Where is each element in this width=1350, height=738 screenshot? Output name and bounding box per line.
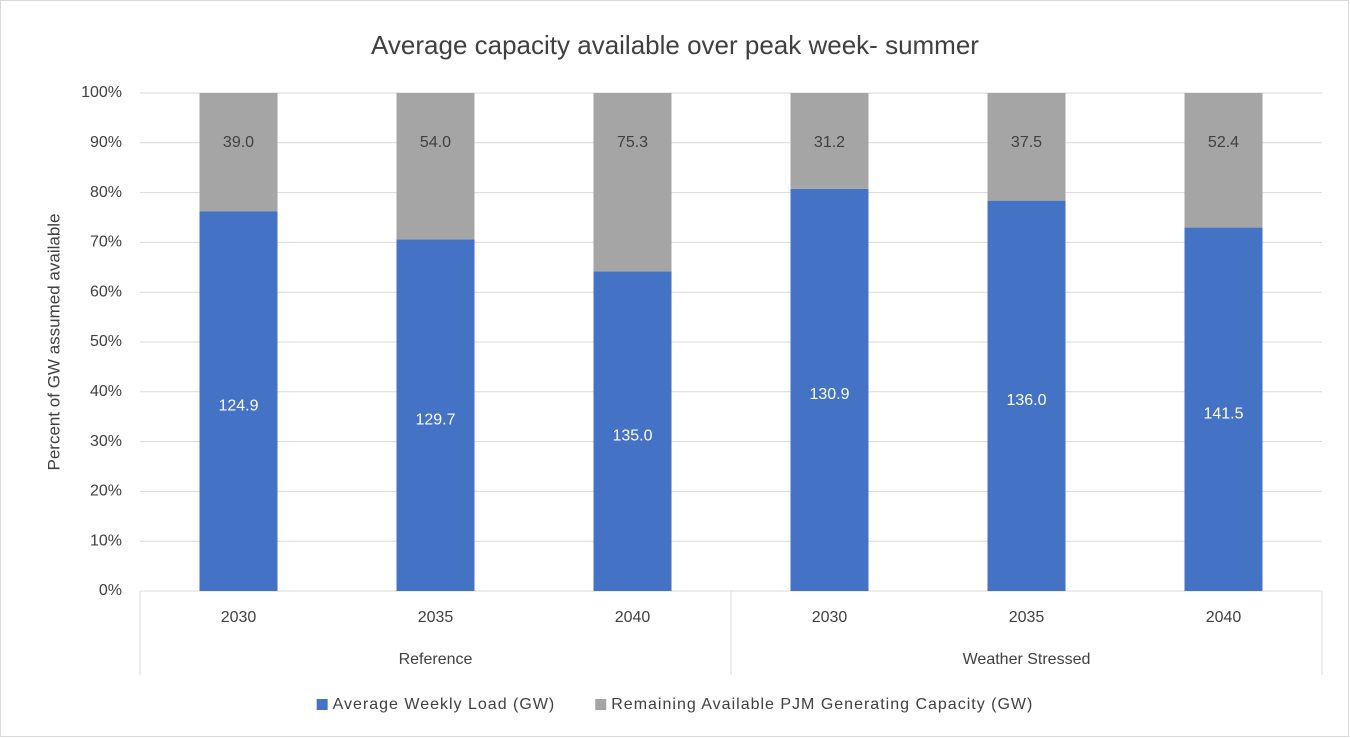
y-tick-label: 70% [90, 234, 122, 251]
y-tick-label: 100% [81, 84, 122, 101]
data-label: 31.2 [814, 134, 845, 151]
data-label: 124.9 [218, 397, 258, 414]
x-tick-label: 2030 [812, 609, 848, 626]
group-label: Weather Stressed [963, 651, 1091, 668]
data-label: 130.9 [809, 386, 849, 403]
y-tick-label: 90% [90, 134, 122, 151]
data-label: 39.0 [223, 134, 254, 151]
x-tick-label: 2035 [1009, 609, 1045, 626]
data-label: 141.5 [1203, 406, 1243, 423]
data-label: 37.5 [1011, 134, 1042, 151]
y-tick-label: 10% [90, 532, 122, 549]
legend-swatch [316, 699, 328, 710]
bar-segment [987, 200, 1066, 591]
y-tick-label: 20% [90, 483, 122, 500]
x-tick-label: 2035 [418, 609, 454, 626]
legend-label: Remaining Available PJM Generating Capac… [611, 696, 1033, 713]
data-label: 52.4 [1208, 134, 1239, 151]
bar-segment [199, 211, 278, 591]
bar-segment [790, 188, 869, 592]
x-tick-label: 2030 [221, 609, 257, 626]
bar-segment [593, 271, 672, 591]
y-tick-label: 40% [90, 383, 122, 400]
bar-segment [987, 93, 1066, 201]
x-tick-label: 2040 [615, 609, 651, 626]
y-tick-label: 80% [90, 184, 122, 201]
data-label: 54.0 [420, 134, 451, 151]
bar-segment [396, 93, 475, 240]
y-tick-label: 50% [90, 333, 122, 350]
legend-swatch [595, 699, 607, 710]
data-label: 135.0 [612, 427, 652, 444]
y-tick-label: 0% [99, 582, 122, 599]
data-label: 129.7 [415, 411, 455, 428]
y-tick-label: 60% [90, 283, 122, 300]
bar-segment [790, 93, 869, 189]
data-label: 75.3 [617, 134, 648, 151]
y-axis-label: Percent of GW assumed available [44, 213, 63, 470]
chart-title: Average capacity available over peak wee… [371, 30, 979, 60]
bar-segment [199, 93, 278, 212]
group-label: Reference [399, 651, 473, 668]
legend-label: Average Weekly Load (GW) [333, 696, 556, 713]
bar-segment [396, 239, 475, 591]
x-tick-label: 2040 [1206, 609, 1242, 626]
data-label: 136.0 [1006, 392, 1046, 409]
bar-segment [1184, 227, 1263, 591]
bar-segment [593, 93, 672, 272]
y-tick-label: 30% [90, 433, 122, 450]
bar-segment [1184, 93, 1263, 228]
